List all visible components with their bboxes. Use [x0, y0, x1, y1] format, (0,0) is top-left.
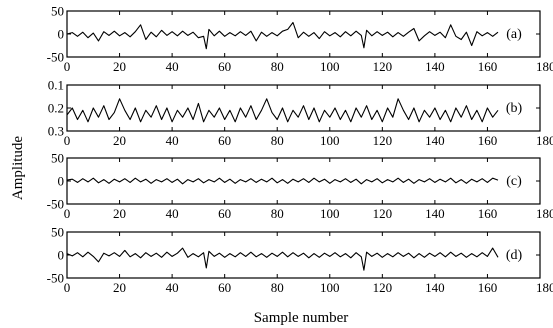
x-tick-label: 160	[478, 280, 498, 295]
x-tick-label: 60	[218, 133, 231, 148]
x-tick-label: 160	[478, 133, 498, 148]
x-tick-label: 160	[478, 206, 498, 221]
series-line	[66, 177, 499, 185]
y-axis-title: Amplitude	[10, 136, 26, 201]
panel-3: 500-500 20 40 60 80 100 120 140 160 180(c)	[47, 151, 553, 222]
x-tick-label: 40	[166, 206, 179, 221]
panel-label: (c)	[506, 174, 522, 189]
x-tick-label: 180	[536, 280, 553, 295]
x-tick-label: 140	[425, 280, 445, 295]
y-tick-label: -50	[47, 197, 64, 212]
x-tick-label: 40	[166, 133, 179, 148]
x-tick-label: 80	[271, 280, 284, 295]
x-tick-label: 120	[373, 206, 393, 221]
y-tick-label: -50	[47, 271, 64, 286]
panel-label: (a)	[506, 27, 522, 42]
x-tick-label: 20	[113, 280, 126, 295]
x-tick-label: 0	[64, 59, 71, 74]
x-tick-label: 160	[478, 59, 498, 74]
x-tick-label: 80	[271, 206, 284, 221]
x-tick-label: 120	[373, 59, 393, 74]
y-tick-label: 0	[58, 248, 65, 263]
x-tick-label: 120	[373, 133, 393, 148]
x-tick-label: 40	[166, 280, 179, 295]
x-tick-label: 20	[113, 206, 126, 221]
panel-4: 500-500 20 40 60 80 100 120 140 160 180(d)	[47, 225, 553, 296]
series-line	[66, 247, 499, 271]
x-tick-label: 80	[271, 133, 284, 148]
series-line	[66, 98, 499, 123]
y-tick-label: 0.1	[48, 78, 64, 93]
y-tick-label: -50	[47, 50, 64, 65]
y-tick-label: 0	[58, 27, 65, 42]
x-tick-label: 140	[425, 133, 445, 148]
x-tick-label: 0	[64, 206, 71, 221]
x-tick-label: 140	[425, 59, 445, 74]
x-tick-label: 20	[113, 133, 126, 148]
x-tick-label: 60	[218, 206, 231, 221]
x-tick-label: 40	[166, 59, 179, 74]
x-tick-label: 180	[536, 133, 553, 148]
panel-label: (d)	[506, 248, 523, 263]
y-tick-label: 50	[51, 151, 64, 166]
y-tick-label: 0	[58, 174, 65, 189]
panel-frame	[66, 84, 541, 132]
x-tick-label: 100	[320, 133, 340, 148]
x-tick-label: 60	[218, 59, 231, 74]
x-tick-label: 20	[113, 59, 126, 74]
panel-2: 0.1 0.2 0.30 20 40 60 80 100 120 140 160 180 (b)	[48, 78, 553, 149]
x-tick-label: 140	[425, 206, 445, 221]
x-tick-label: 180	[536, 59, 553, 74]
y-tick-label: 0.3	[48, 124, 64, 139]
x-tick-label: 60	[218, 280, 231, 295]
y-tick-label: 0.2	[48, 101, 64, 116]
x-tick-label: 0	[64, 280, 71, 295]
x-tick-label: 100	[320, 280, 340, 295]
panel-1: 500-500 20 40 60 80 100 120 140 160 180(a)	[47, 4, 553, 75]
x-tick-label: 100	[320, 206, 340, 221]
panels: 500-500 20 40 60 80 100 120 140 160 180(a)0.10.20…	[47, 4, 553, 296]
x-axis-title: Sample number	[254, 310, 349, 326]
panel-frame	[66, 10, 541, 58]
panel-label: (b)	[506, 101, 523, 116]
x-tick-label: 100	[320, 59, 340, 74]
x-tick-label: 180	[536, 206, 553, 221]
x-tick-label: 120	[373, 280, 393, 295]
x-tick-label: 0	[64, 133, 71, 148]
y-tick-label: 50	[51, 225, 64, 240]
y-tick-label: 50	[51, 4, 64, 19]
x-tick-label: 80	[271, 59, 284, 74]
series-line	[66, 21, 499, 50]
